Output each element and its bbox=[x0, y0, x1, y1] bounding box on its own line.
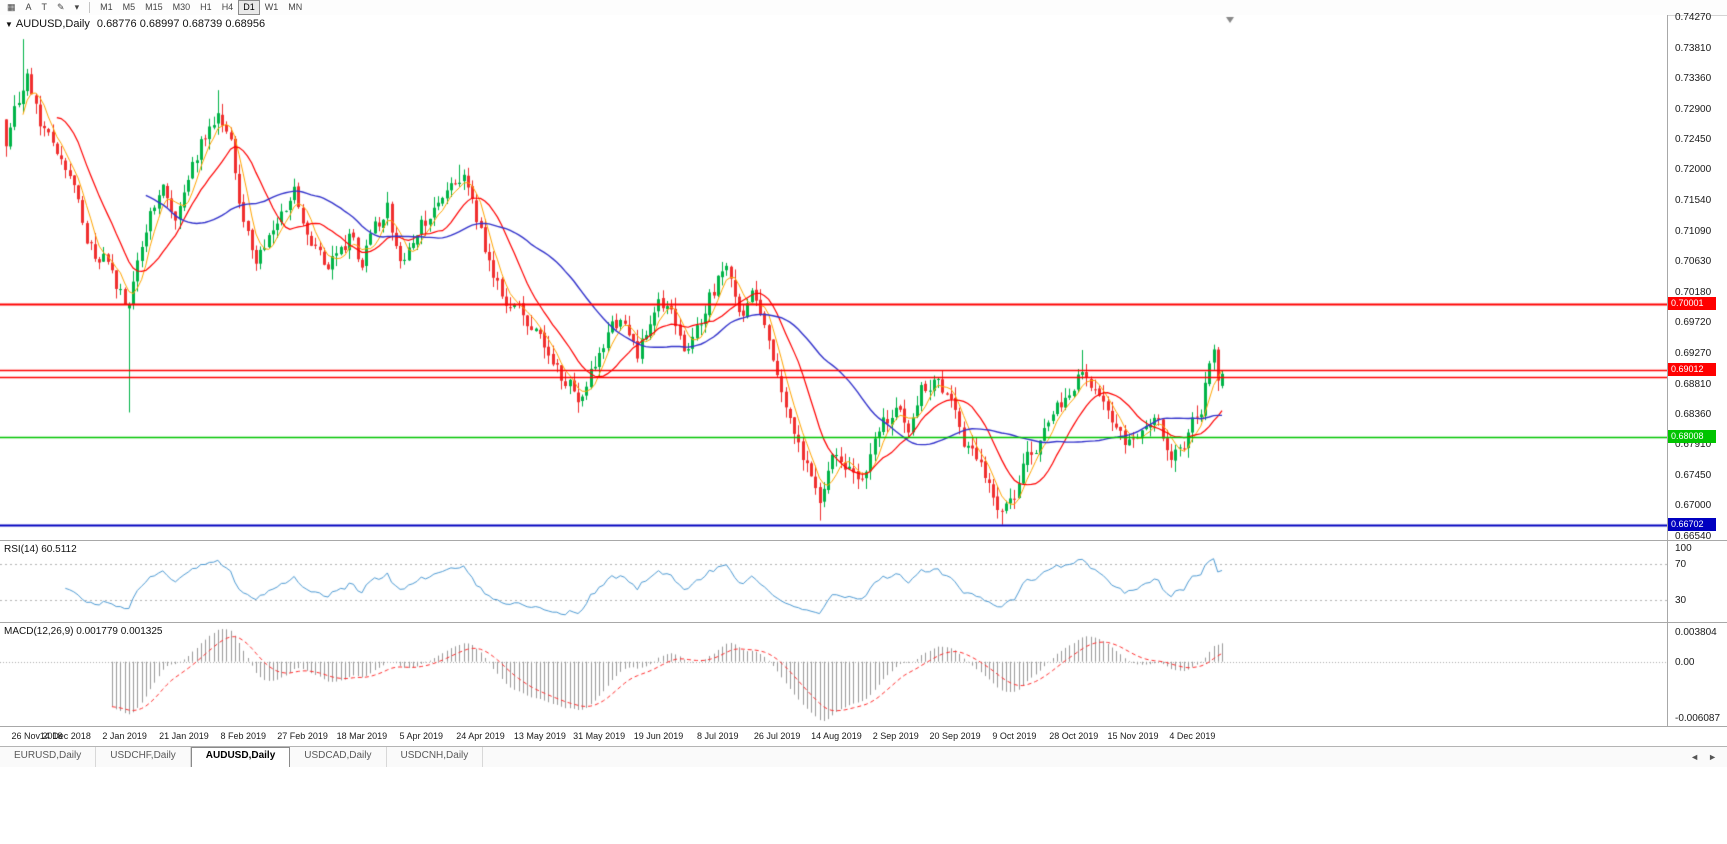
price-tick-label: 0.70630 bbox=[1675, 256, 1712, 268]
toolbar-icons: ▦ A T ✎ ▾ bbox=[2, 0, 84, 15]
price-tick-label: 0.67000 bbox=[1675, 500, 1712, 512]
date-tick-label: 8 Feb 2019 bbox=[220, 731, 267, 741]
chart-symbol-title: AUDUSD,Daily bbox=[15, 18, 90, 30]
date-tick-label: 24 Apr 2019 bbox=[456, 731, 505, 741]
date-tick-label: 20 Sep 2019 bbox=[929, 731, 981, 741]
date-tick-label: 15 Nov 2019 bbox=[1107, 731, 1159, 741]
date-axis[interactable]: 26 Nov 2018 14 Dec 2018 2 Jan 2019 21 Jan 2… bbox=[0, 726, 1727, 747]
price-tick-label: 0.68810 bbox=[1675, 378, 1712, 390]
price-tick-label: 0.71540 bbox=[1675, 195, 1712, 207]
axis-separator bbox=[1667, 15, 1668, 726]
macd-indicator-label: MACD(12,26,9) 0.001779 0.001325 bbox=[4, 626, 163, 637]
chart-tab-usdcnh[interactable]: USDCNH,Daily bbox=[387, 747, 484, 767]
price-tick-label: 0.73360 bbox=[1675, 73, 1712, 85]
timeframe-button-h4[interactable]: H4 bbox=[221, 2, 234, 12]
chart-tab-usdchf[interactable]: USDCHF,Daily bbox=[96, 747, 191, 767]
price-tick-label: 0.68360 bbox=[1675, 408, 1712, 420]
date-tick-label: 31 May 2019 bbox=[573, 731, 626, 741]
date-tick-label: 19 Jun 2019 bbox=[633, 731, 684, 741]
hline-price-tag: 0.68008 bbox=[1668, 430, 1716, 444]
chart-area: ▼ AUDUSD,Daily 0.68776 0.68997 0.68739 0.6… bbox=[0, 12, 1727, 726]
timeframe-button-d1[interactable]: D1 bbox=[238, 0, 260, 15]
date-tick-label: 14 Dec 2018 bbox=[39, 731, 91, 741]
draw-tools-icon[interactable]: ✎ bbox=[57, 2, 65, 12]
timeframe-button-mn[interactable]: MN bbox=[288, 2, 303, 12]
price-tick-label: 0.66540 bbox=[1675, 531, 1712, 542]
chart-tab-usdcad[interactable]: USDCAD,Daily bbox=[290, 747, 387, 767]
date-tick-label: 2 Jan 2019 bbox=[102, 731, 147, 741]
panel-separator[interactable] bbox=[0, 540, 1727, 541]
tab-scroll-left-button[interactable]: ◄ bbox=[1690, 752, 1700, 762]
tab-scroll-controls: ◄ ► bbox=[1690, 747, 1727, 767]
timeframe-button-m15[interactable]: M15 bbox=[145, 2, 163, 12]
hline-price-tag: 0.69012 bbox=[1668, 363, 1716, 377]
price-chart-canvas[interactable] bbox=[0, 15, 1667, 726]
rsi-indicator-label: RSI(14) 60.5112 bbox=[4, 544, 77, 555]
timeframe-button-w1[interactable]: W1 bbox=[264, 2, 279, 12]
hline-price-tag: 0.70001 bbox=[1668, 296, 1716, 310]
price-axis[interactable]: 0.74270 0.73810 0.73360 0.72900 0.72450 0.720… bbox=[1668, 12, 1727, 726]
date-tick-label: 26 Nov 2018 bbox=[11, 731, 63, 741]
chart-tab-audusd[interactable]: AUDUSD,Daily bbox=[190, 747, 291, 767]
timeframe-button-m30[interactable]: M30 bbox=[172, 2, 191, 12]
timeframe-button-m1[interactable]: M1 bbox=[100, 2, 113, 12]
chart-ohlc-values: 0.68776 0.68997 0.68739 0.68956 bbox=[96, 18, 266, 30]
tab-scroll-right-button[interactable]: ► bbox=[1708, 752, 1717, 762]
cursor-icon[interactable]: A bbox=[25, 2, 32, 12]
date-tick-label: 2 Sep 2019 bbox=[872, 731, 919, 741]
price-tick-label: 0.73810 bbox=[1675, 42, 1712, 54]
hline-price-tag: 0.66702 bbox=[1668, 518, 1716, 532]
price-tick-label: 0.72450 bbox=[1675, 134, 1712, 146]
date-tick-label: 27 Feb 2019 bbox=[277, 731, 328, 741]
toolbar-separator bbox=[89, 2, 91, 13]
rsi-axis-label: 30 bbox=[1675, 595, 1687, 606]
timeframe-button-h1[interactable]: H1 bbox=[200, 2, 212, 12]
panel-separator[interactable] bbox=[0, 622, 1727, 623]
price-tick-label: 0.74270 bbox=[1675, 12, 1712, 23]
price-tick-label: 0.67910 bbox=[1675, 439, 1712, 451]
rsi-axis-label: 70 bbox=[1675, 559, 1687, 570]
price-tick-label: 0.72000 bbox=[1675, 164, 1712, 176]
price-tick-label: 0.67450 bbox=[1675, 469, 1712, 481]
collapse-indicator-icon[interactable]: ▼ bbox=[5, 20, 13, 29]
price-tick-label: 0.71090 bbox=[1675, 225, 1712, 237]
date-tick-label: 21 Jan 2019 bbox=[159, 731, 209, 741]
rsi-axis-label: 100 bbox=[1675, 543, 1692, 554]
date-tick-label: 5 Apr 2019 bbox=[399, 731, 443, 741]
top-toolbar: ▦ A T ✎ ▾ M1 M5 M15 M30 H1 H4 D1 W1 MN bbox=[0, 0, 1727, 16]
chart-tab-eurusd[interactable]: EURUSD,Daily bbox=[0, 747, 97, 767]
chart-tab-bar: EURUSD,Daily USDCHF,Daily AUDUSD,Daily USDC… bbox=[0, 746, 1727, 767]
date-tick-label: 14 Aug 2019 bbox=[811, 731, 862, 741]
timeframe-group: M1 M5 M15 M30 H1 H4 D1 W1 MN bbox=[95, 0, 307, 15]
date-tick-label: 9 Oct 2019 bbox=[992, 731, 1037, 741]
date-tick-label: 26 Jul 2019 bbox=[753, 731, 801, 741]
price-tick-label: 0.72900 bbox=[1675, 103, 1712, 115]
macd-axis-label: 0.00 bbox=[1675, 656, 1695, 668]
charts-icon[interactable]: ▦ bbox=[7, 2, 16, 12]
date-tick-label: 18 Mar 2019 bbox=[336, 731, 388, 741]
chart-ohlc-title: ▼ AUDUSD,Daily 0.68776 0.68997 0.68739 0.6… bbox=[5, 18, 265, 30]
text-label-icon[interactable]: T bbox=[41, 2, 48, 12]
date-tick-label: 28 Oct 2019 bbox=[1049, 731, 1099, 741]
date-tick-label: 4 Dec 2019 bbox=[1169, 731, 1216, 741]
price-tick-label: 0.70180 bbox=[1675, 286, 1712, 298]
draw-tools-dropdown-icon[interactable]: ▾ bbox=[74, 2, 80, 12]
timeframe-button-m5[interactable]: M5 bbox=[122, 2, 136, 12]
price-tick-label: 0.69270 bbox=[1675, 347, 1712, 359]
price-tick-label: 0.69720 bbox=[1675, 317, 1712, 329]
date-tick-label: 13 May 2019 bbox=[513, 731, 566, 741]
date-tick-label: 8 Jul 2019 bbox=[697, 731, 739, 741]
chart-tabs: EURUSD,Daily USDCHF,Daily AUDUSD,Daily USDC… bbox=[0, 747, 484, 767]
macd-axis-label: 0.003804 bbox=[1675, 627, 1717, 638]
macd-axis-label: -0.006087 bbox=[1675, 713, 1721, 724]
